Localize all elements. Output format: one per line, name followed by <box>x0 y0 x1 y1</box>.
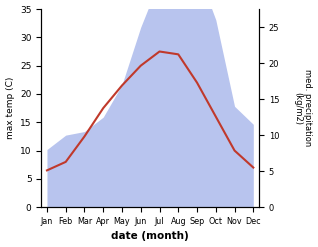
X-axis label: date (month): date (month) <box>111 231 189 242</box>
Y-axis label: med. precipitation
(kg/m2): med. precipitation (kg/m2) <box>293 69 313 147</box>
Y-axis label: max temp (C): max temp (C) <box>5 77 15 139</box>
